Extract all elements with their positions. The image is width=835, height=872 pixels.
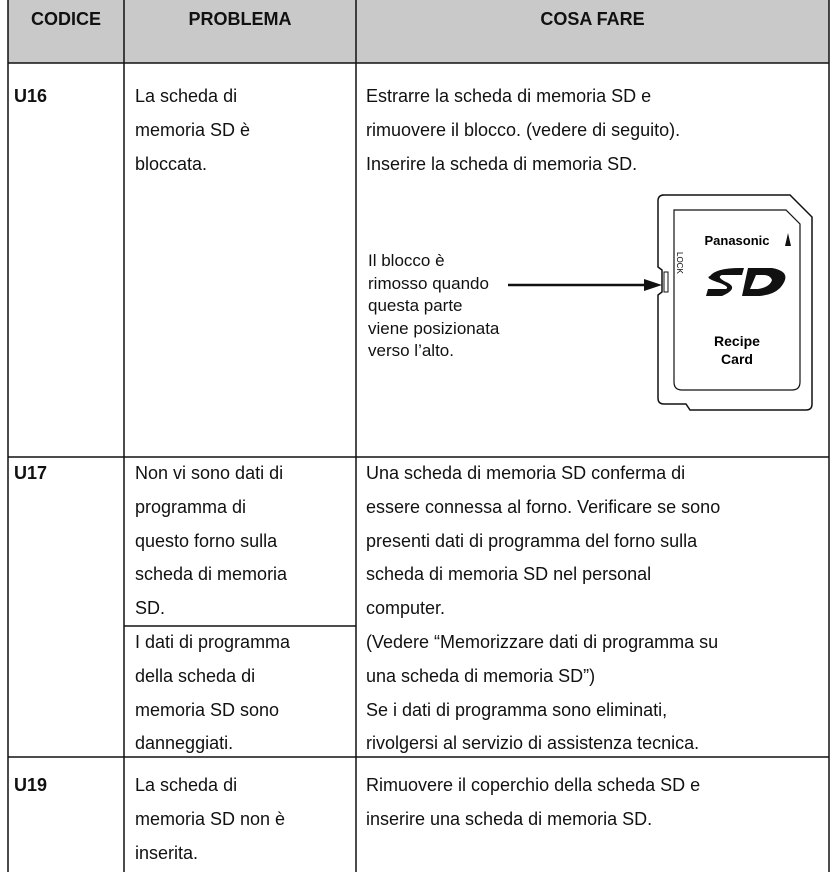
callout-line: questa parte xyxy=(368,296,463,315)
problem-line: Non vi sono dati di xyxy=(135,463,284,483)
action-line: Inserire la scheda di memoria SD. xyxy=(366,153,638,174)
sd-card xyxy=(508,194,813,411)
problem-cell: La scheda di memoria SD non è inserita. xyxy=(135,769,285,870)
action-cell: Estrarre la scheda di memoria SD e rimuov… xyxy=(366,80,680,181)
problem-line: La scheda di xyxy=(135,775,238,795)
problem-line: bloccata. xyxy=(135,153,208,174)
action-line: presenti dati di programma del forno sul… xyxy=(366,530,698,551)
problem-line: I dati di programma xyxy=(135,632,291,652)
problem-line: scheda di memoria xyxy=(135,564,288,585)
action-cell: Rimuovere il coperchio della scheda SD e… xyxy=(366,769,700,837)
problem-cell: Non vi sono dati di programma di questo fo… xyxy=(135,457,287,626)
column-header: COSA FARE xyxy=(540,9,645,29)
error-code: U16 xyxy=(14,86,48,106)
callout-text: Il blocco è rimosso quando questa parte vie… xyxy=(368,250,499,363)
problem-line: danneggiati. xyxy=(135,733,234,754)
problem-line: SD. xyxy=(135,598,166,619)
action-line: Se i dati di programma sono eliminati, xyxy=(366,699,668,720)
callout-line: verso l’alto. xyxy=(368,341,454,360)
column-header: PROBLEMA xyxy=(188,9,292,29)
header-bg xyxy=(8,0,829,63)
problem-line: La scheda di xyxy=(135,86,238,106)
error-code: U17 xyxy=(14,463,48,483)
problem-line: memoria SD non è xyxy=(135,808,286,829)
action-line: essere connessa al forno. Verificare se … xyxy=(366,496,721,517)
problem-line: questo forno sulla xyxy=(135,530,278,551)
callout-line: rimosso quando xyxy=(368,273,489,293)
action-line: una scheda di memoria SD”) xyxy=(366,665,596,686)
problem-cell: I dati di programma della scheda di memori… xyxy=(135,626,290,761)
card-label: Recipe xyxy=(714,333,760,349)
callout-line: viene posizionata xyxy=(368,318,500,338)
problem-line: programma di xyxy=(135,496,247,517)
column-header: CODICE xyxy=(30,9,101,29)
action-line: Estrarre la scheda di memoria SD e xyxy=(366,86,652,106)
card-lock: LOCK xyxy=(675,252,684,274)
problem-line: memoria SD sono xyxy=(135,699,280,720)
problem-cell: La scheda di memoria SD è bloccata. xyxy=(135,80,250,181)
error-code: U19 xyxy=(14,775,48,795)
action-line: (Vedere “Memorizzare dati di programma s… xyxy=(366,631,719,652)
action-cell: Una scheda di memoria SD conferma di esse… xyxy=(366,457,720,761)
action-line: Una scheda di memoria SD conferma di xyxy=(366,463,686,483)
action-line: computer. xyxy=(366,598,446,619)
action-line: rimuovere il blocco. (vedere di seguito)… xyxy=(366,119,681,140)
action-line: inserire una scheda di memoria SD. xyxy=(366,808,653,829)
action-line: scheda di memoria SD nel personal xyxy=(366,564,652,585)
problem-line: memoria SD è xyxy=(135,119,251,140)
card-label: Card xyxy=(721,351,753,367)
problem-line: inserita. xyxy=(135,842,199,863)
problem-line: della scheda di xyxy=(135,665,256,686)
action-line: rivolgersi al servizio di assistenza tec… xyxy=(366,733,700,754)
card-brand: Panasonic xyxy=(704,233,769,248)
callout-line: Il blocco è xyxy=(368,251,445,270)
action-line: Rimuovere il coperchio della scheda SD e xyxy=(366,775,701,795)
